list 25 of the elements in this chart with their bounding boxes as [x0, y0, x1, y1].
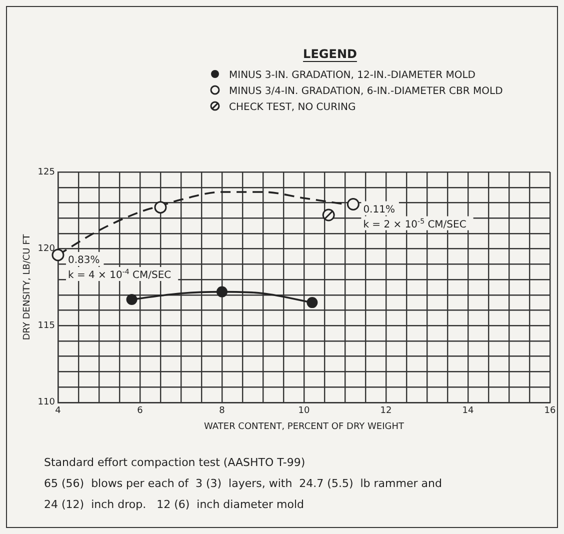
x-tick-label: 12 [380, 406, 392, 416]
y-tick-label: 125 [38, 167, 55, 178]
text: 24 (12) inch drop. 12 (6) inch diameter mold [44, 498, 304, 511]
y-tick-label: 115 [38, 320, 55, 331]
point [346, 198, 360, 211]
x-axis-title: WATER CONTENT, PERCENT OF DRY WEIGHT [204, 422, 404, 432]
y-tick-label: 120 [38, 244, 56, 254]
x-tick-label: 4 [55, 406, 62, 416]
x-tick-label: 14 [462, 406, 474, 416]
point [126, 294, 138, 305]
point [216, 286, 228, 298]
x-tick-label: 16 [544, 406, 556, 416]
text: Standard effort compaction test (AASHTO T-99) [44, 456, 306, 469]
legend-title: LEGEND [303, 47, 357, 61]
x-tick-label: 6 [137, 406, 144, 416]
point [154, 201, 167, 214]
x-tick-label: 10 [298, 406, 310, 416]
legend-label: CHECK TEST, NO CURING [229, 102, 356, 113]
y-tick-label: 110 [38, 398, 56, 408]
x-tick-label: 8 [219, 406, 226, 416]
text: 65 (56) blows per each of 3 (3) layers, with 24.7 (5.5) lb rammer and [44, 477, 442, 490]
y-axis-title: DRY DENSITY, LB/CU FT [22, 234, 33, 340]
legend-label: MINUS 3/4-IN. GRADATION, 6-IN.-DIAMETER CBR MOLD [229, 86, 504, 97]
point [306, 297, 318, 308]
legend-label: MINUS 3-IN. GRADATION, 12-IN.-DIAMETER MOLD [229, 70, 476, 81]
